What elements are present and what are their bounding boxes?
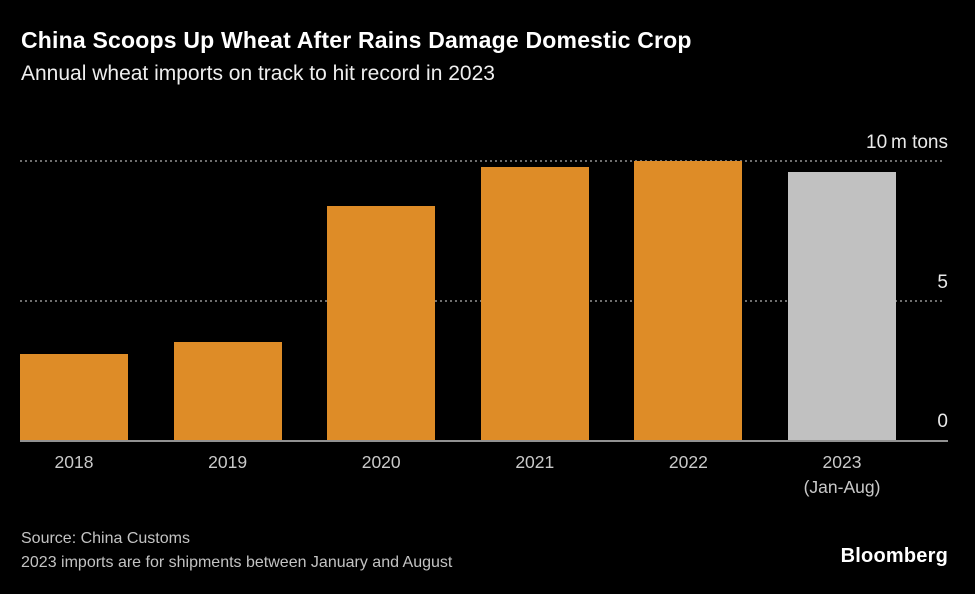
x-tick-label-2019: 2019 xyxy=(208,452,248,472)
chart-title: China Scoops Up Wheat After Rains Damage… xyxy=(21,27,692,53)
bar-2021 xyxy=(480,166,589,440)
bloomberg-logo: Bloomberg xyxy=(840,545,948,567)
x-tick-label-2021: 2021 xyxy=(515,452,555,472)
x-axis-line xyxy=(20,440,948,442)
bar-2023 xyxy=(788,172,896,440)
y-tick-label-10: 10 m tons xyxy=(866,132,948,153)
chart-subtitle: Annual wheat imports on track to hit rec… xyxy=(21,62,495,85)
x-tick-label-2020: 2020 xyxy=(361,452,401,472)
x-tick-label-2022: 2022 xyxy=(668,452,708,472)
x-tick-label-2018: 2018 xyxy=(54,452,94,472)
footnote-text: 2023 imports are for shipments between J… xyxy=(21,554,453,571)
y-tick-label-5: 5 xyxy=(937,271,948,293)
bar-2018 xyxy=(20,353,128,440)
y-tick-label-0: 0 xyxy=(937,411,948,432)
bar-2020 xyxy=(327,205,436,440)
plot-area: 10 m tons 5 0 2018 2019 2020 2021 2022 2023 (Jan… xyxy=(20,130,948,497)
source-text: Source: China Customs xyxy=(21,530,190,547)
bar-2022 xyxy=(634,161,743,440)
gridline-10 xyxy=(20,160,945,162)
x-tick-label-2023: 2023 (Jan-Aug) xyxy=(803,452,881,497)
bar-2019 xyxy=(173,342,282,440)
